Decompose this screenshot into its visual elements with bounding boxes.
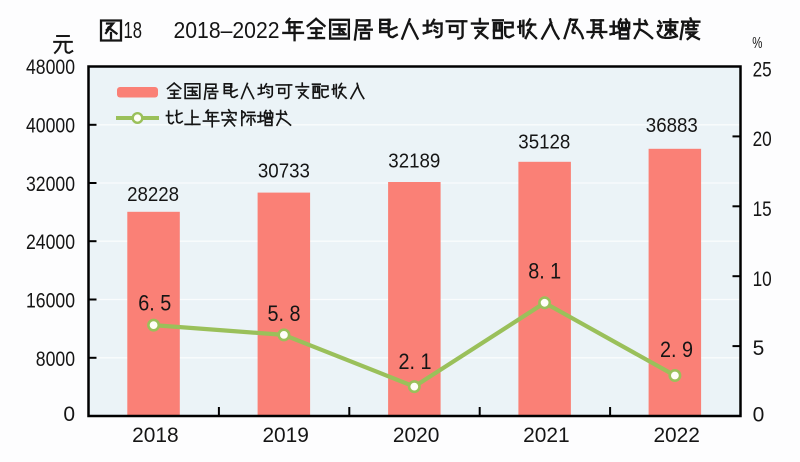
svg-text:40000: 40000 <box>26 114 75 137</box>
svg-text:2020: 2020 <box>393 424 440 447</box>
svg-text:24000: 24000 <box>26 231 75 254</box>
svg-text:0: 0 <box>63 403 75 426</box>
svg-text:18: 18 <box>124 17 143 43</box>
svg-text:%: % <box>752 35 762 52</box>
svg-text:6. 5: 6. 5 <box>138 290 171 315</box>
svg-text:48000: 48000 <box>26 56 75 79</box>
svg-text:2018: 2018 <box>132 424 179 447</box>
svg-text:20: 20 <box>753 128 772 151</box>
svg-text:2. 9: 2. 9 <box>660 337 693 362</box>
svg-text:35128: 35128 <box>518 132 570 154</box>
svg-text:36883: 36883 <box>646 115 698 137</box>
svg-text:5. 8: 5. 8 <box>268 301 301 326</box>
svg-text:32000: 32000 <box>26 173 75 196</box>
svg-text:15: 15 <box>753 198 772 221</box>
svg-text:2021: 2021 <box>523 424 570 447</box>
svg-text:30733: 30733 <box>258 161 310 183</box>
svg-text:2018–2022: 2018–2022 <box>174 17 280 43</box>
svg-text:10: 10 <box>753 268 772 291</box>
svg-text:16000: 16000 <box>26 290 75 313</box>
svg-text:25: 25 <box>753 58 772 81</box>
svg-text:8000: 8000 <box>36 348 75 371</box>
svg-text:28228: 28228 <box>127 184 179 206</box>
svg-text:2022: 2022 <box>653 424 700 447</box>
svg-text:2. 1: 2. 1 <box>399 349 432 374</box>
svg-text:8. 1: 8. 1 <box>528 259 561 284</box>
svg-text:5: 5 <box>753 337 765 360</box>
svg-text:0: 0 <box>753 404 765 427</box>
svg-text:2019: 2019 <box>262 424 309 447</box>
svg-text:32189: 32189 <box>388 151 440 173</box>
